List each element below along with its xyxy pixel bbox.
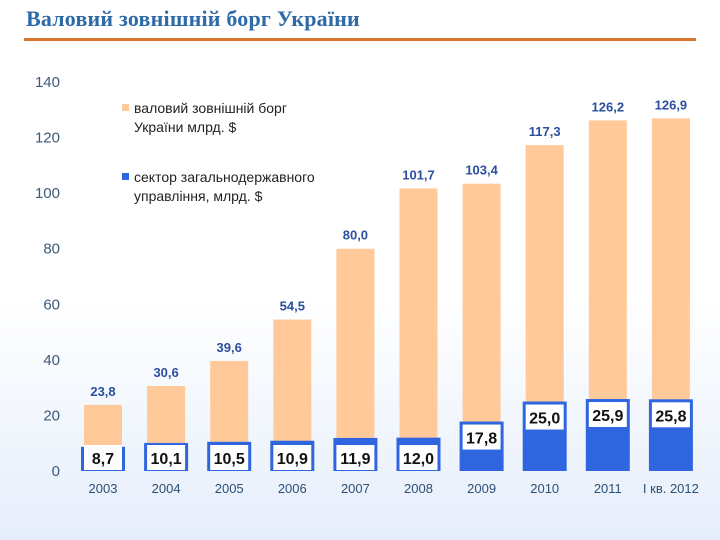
y-axis: 0 20 40 60 80 100 120 140 bbox=[35, 74, 60, 480]
title-underline bbox=[24, 38, 696, 41]
y-tick-label: 0 bbox=[52, 463, 60, 480]
y-tick-label: 100 bbox=[35, 185, 60, 202]
x-tick-label: 2007 bbox=[341, 481, 370, 496]
x-tick-label: I кв. 2012 bbox=[643, 481, 699, 496]
government-debt-label: 11,9 bbox=[340, 451, 370, 468]
y-tick-label: 120 bbox=[35, 130, 60, 147]
x-tick-label: 2011 bbox=[594, 481, 622, 496]
government-debt-label: 12,0 bbox=[403, 451, 434, 468]
x-tick-label: 2003 bbox=[89, 481, 118, 496]
total-debt-label: 126,2 bbox=[592, 99, 625, 114]
legend-label: управління, млрд. $ bbox=[134, 188, 263, 204]
y-tick-label: 20 bbox=[43, 407, 60, 424]
government-debt-label-box bbox=[462, 424, 501, 450]
total-debt-label: 126,9 bbox=[655, 97, 688, 112]
legend-swatch bbox=[122, 173, 129, 180]
x-tick-label: 2005 bbox=[215, 481, 244, 496]
government-debt-label-box bbox=[147, 445, 186, 470]
y-tick-label: 60 bbox=[43, 296, 60, 313]
total-debt-label: 101,7 bbox=[402, 167, 435, 182]
total-debt-label: 30,6 bbox=[153, 365, 178, 380]
government-debt-label: 8,7 bbox=[92, 451, 114, 468]
x-tick-label: 2008 bbox=[404, 481, 433, 496]
government-debt-label-box bbox=[651, 402, 690, 428]
government-debt-label-box bbox=[210, 445, 249, 470]
total-debt-label: 39,6 bbox=[217, 340, 242, 355]
x-tick-label: 2009 bbox=[467, 481, 496, 496]
government-debt-label: 10,5 bbox=[214, 451, 245, 468]
government-debt-label: 25,8 bbox=[655, 408, 686, 425]
total-debt-label: 23,8 bbox=[90, 384, 115, 399]
total-debt-label: 80,0 bbox=[343, 228, 368, 243]
total-debt-bar bbox=[399, 188, 438, 471]
x-tick-label: 2010 bbox=[530, 481, 559, 496]
x-axis: 2003 2004 2005 2006 2007 2008 2009 2010 2011 I кв… bbox=[89, 481, 699, 496]
bars-group: 23,8 8,7 30,6 10,1 39,6 10,5 54,5 10,9 80,0 11,9 1… bbox=[81, 97, 693, 471]
government-debt-label-box bbox=[336, 445, 375, 470]
government-debt-label: 25,9 bbox=[592, 408, 623, 425]
government-debt-label-box bbox=[273, 445, 312, 470]
government-debt-label: 25,0 bbox=[529, 411, 560, 428]
government-debt-label: 10,9 bbox=[277, 451, 308, 468]
y-tick-label: 80 bbox=[43, 241, 60, 258]
government-debt-label: 10,1 bbox=[151, 451, 182, 468]
legend-label: сектор загальнодержавного bbox=[134, 169, 315, 185]
legend: валовий зовнішній борг України млрд. $ сек… bbox=[122, 100, 315, 204]
page-title: Валовий зовнішній борг України bbox=[26, 6, 360, 31]
government-debt-label-box bbox=[399, 445, 438, 470]
x-tick-label: 2006 bbox=[278, 481, 307, 496]
total-debt-bar bbox=[336, 248, 375, 471]
government-debt-label-box bbox=[588, 402, 627, 428]
total-debt-label: 103,4 bbox=[465, 163, 498, 178]
x-tick-label: 2004 bbox=[152, 481, 181, 496]
legend-label: України млрд. $ bbox=[134, 119, 237, 135]
total-debt-label: 54,5 bbox=[280, 299, 305, 314]
y-tick-label: 140 bbox=[35, 74, 60, 91]
legend-label: валовий зовнішній борг bbox=[134, 100, 287, 116]
government-debt-label-box bbox=[84, 445, 122, 470]
y-tick-label: 40 bbox=[43, 352, 60, 369]
legend-swatch bbox=[122, 104, 129, 111]
total-debt-label: 117,3 bbox=[529, 124, 561, 139]
government-debt-label-box bbox=[525, 404, 564, 430]
government-debt-label: 17,8 bbox=[466, 431, 497, 448]
